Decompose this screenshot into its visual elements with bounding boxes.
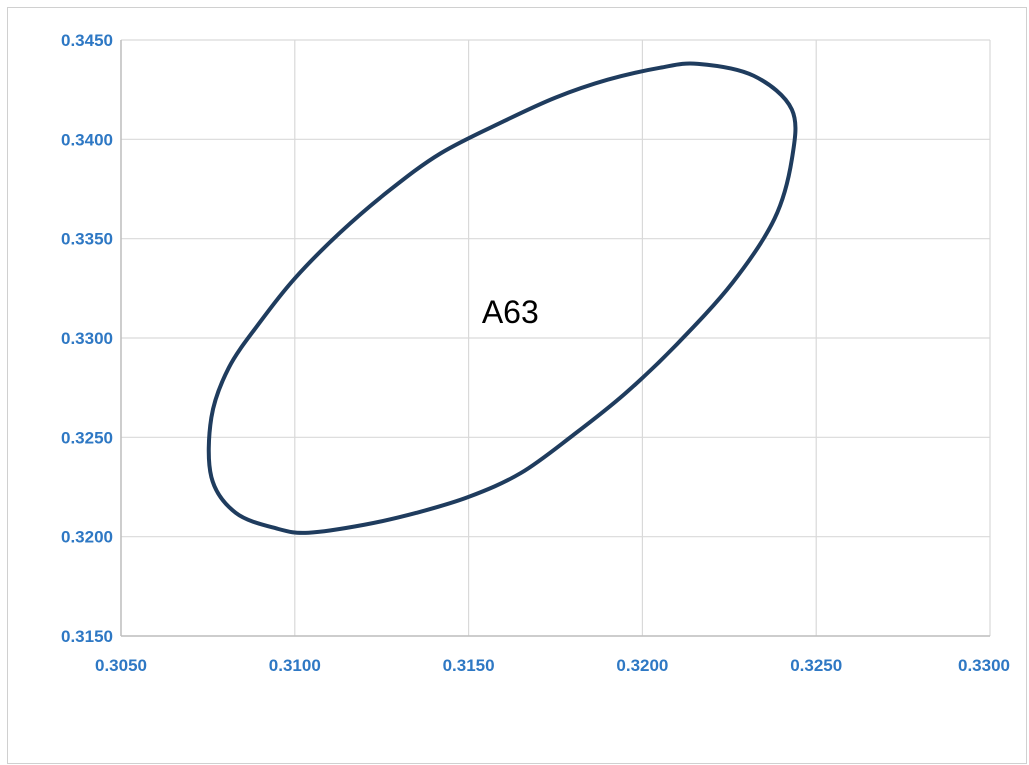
series-layer (206, 61, 798, 535)
x-tick-label-1: 0.3100 (269, 656, 321, 675)
y-tick-label-3: 0.3300 (61, 329, 113, 348)
y-tick-label-0: 0.3150 (61, 627, 113, 646)
gridlines (120, 39, 991, 637)
x-tick-label-3: 0.3200 (616, 656, 668, 675)
y-tick-label-2: 0.3250 (61, 428, 113, 447)
x-axis-ticks: 0.3050 0.3100 0.3150 0.3200 0.3250 0.3300 (95, 656, 1010, 675)
y-tick-label-1: 0.3200 (61, 528, 113, 547)
x-tick-label-5: 0.3300 (958, 656, 1010, 675)
x-tick-label-4: 0.3250 (790, 656, 842, 675)
x-tick-label-0: 0.3050 (95, 656, 147, 675)
y-tick-label-6: 0.3450 (61, 31, 113, 50)
y-axis-ticks: 0.3150 0.3200 0.3250 0.3300 0.3350 0.3400 0.34… (61, 31, 113, 646)
axes (120, 40, 990, 637)
series-line-0 (206, 61, 798, 535)
annotation-label-0: A63 (482, 294, 539, 330)
annotations-layer: A63 (482, 294, 539, 330)
chart-frame (7, 7, 1027, 764)
x-tick-label-2: 0.3150 (443, 656, 495, 675)
y-tick-label-5: 0.3400 (61, 130, 113, 149)
y-tick-label-4: 0.3350 (61, 230, 113, 249)
